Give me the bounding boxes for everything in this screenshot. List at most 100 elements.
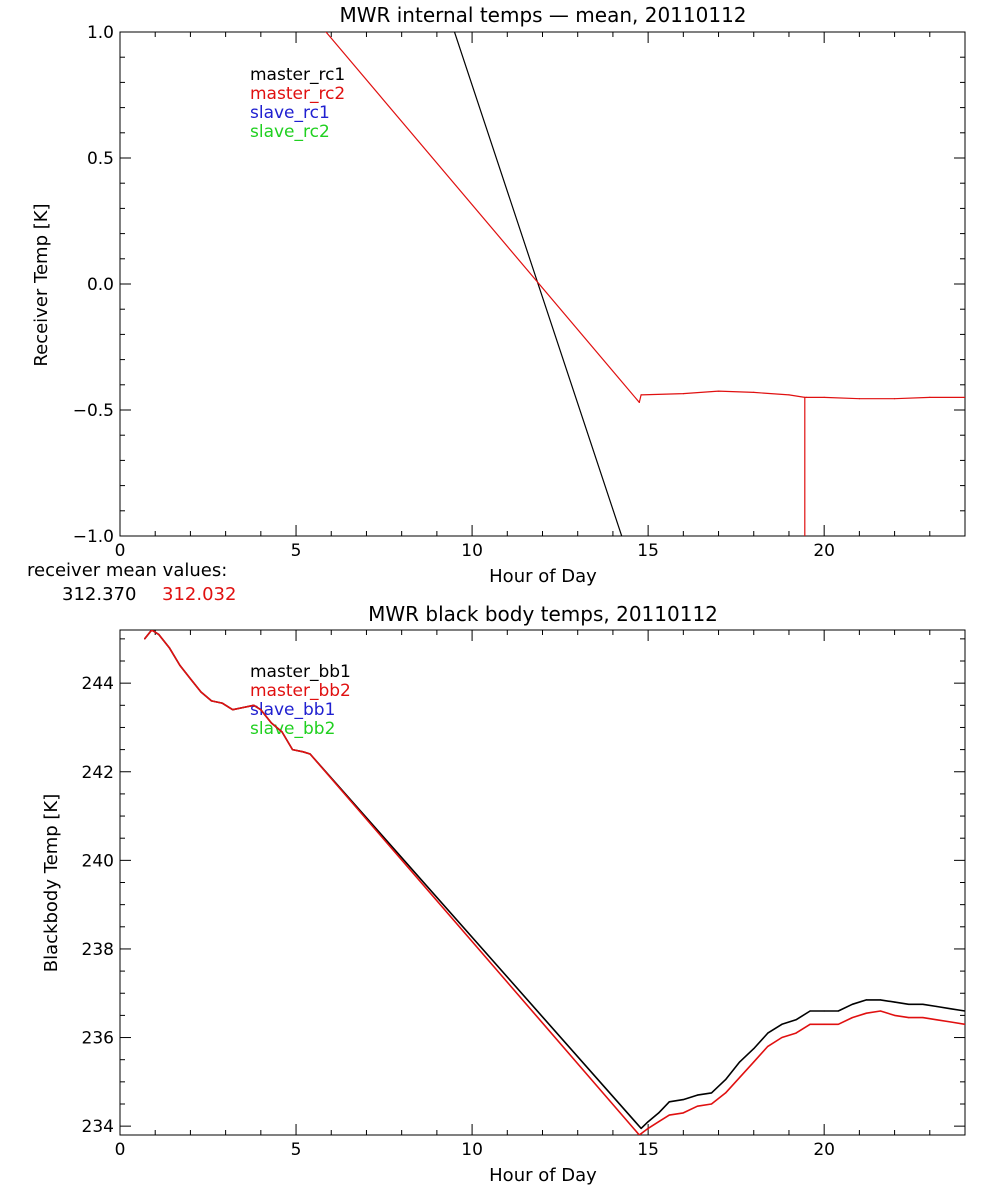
y-tick-label: 240 [82,851,114,871]
x-tick-label: 20 [813,1140,835,1160]
data-point-master-rc2 [325,32,327,33]
data-point-master-bb2 [809,1023,811,1025]
data-point-master-bb2 [767,1045,769,1048]
data-point-master-bb2 [964,1023,965,1025]
data-point-master-bb2 [158,633,160,636]
data-point-master-bb2 [270,722,272,724]
data-point-master-bb1 [739,1061,741,1063]
x-tick-label: 15 [637,1140,659,1160]
y-tick-label: 244 [82,674,114,694]
data-point-master-bb2 [253,704,255,706]
data-point-master-bb2 [302,751,304,753]
data-point-master-bb1 [823,1010,825,1012]
data-point-master-rc1 [621,535,623,536]
data-point-master-bb2 [710,1103,713,1105]
data-point-master-bb1 [682,1098,684,1101]
data-point-master-bb2 [696,1105,699,1107]
x-axis-label: Hour of Day [489,1165,597,1186]
data-point-master-bb2 [908,1017,910,1019]
data-point-master-rc2 [964,396,965,398]
data-point-master-bb1 [781,1023,783,1025]
data-point-master-bb1 [696,1094,699,1096]
receiver-mean-values: receiver mean values: 312.370 312.032 [27,560,236,605]
data-point-master-bb2 [879,1010,882,1012]
data-point-master-bb2 [823,1023,825,1025]
receiver-mean-value-1: 312.370 [62,584,136,605]
data-point-master-bb2 [189,678,192,680]
data-point-master-bb1 [865,999,868,1001]
data-point-master-rc2 [805,396,808,398]
legend-entry-master-bb2: master_bb2 [250,681,351,701]
data-point-master-bb2 [221,702,223,704]
legend-entry-slave-rc2: slave_rc2 [250,122,330,142]
data-point-master-bb1 [647,1121,649,1123]
x-tick-label: 15 [637,541,659,561]
data-point-master-rc1 [453,32,456,33]
y-axis-label: Blackbody Temp [K] [41,794,62,972]
data-point-master-bb2 [795,1032,797,1034]
x-tick-label: 20 [813,541,835,561]
data-point-master-bb1 [795,1019,797,1021]
data-point-master-bb2 [260,709,262,711]
data-point-master-bb1 [658,1112,660,1114]
data-point-master-bb1 [710,1092,713,1094]
data-point-master-bb2 [668,1114,670,1116]
data-point-master-bb2 [739,1076,741,1079]
blackbody-temp-chart: MWR black body temps, 20110112 Hour of D… [41,602,966,1186]
data-point-master-bb2 [781,1036,783,1039]
y-tick-label: 238 [82,940,114,960]
data-point-master-bb1 [908,1003,910,1005]
data-point-master-rc2 [640,394,642,396]
y-tick-label: 1.0 [87,23,114,43]
legend-entry-slave-bb2: slave_bb2 [250,719,335,739]
data-point-master-bb2 [210,700,213,702]
data-point-master-bb2 [936,1019,938,1021]
data-point-master-bb1 [893,1001,896,1003]
data-point-master-bb2 [151,630,153,631]
data-point-master-rc2 [823,396,825,398]
data-point-master-bb2 [291,749,294,751]
y-axis-label: Receiver Temp [K] [31,203,52,366]
data-point-master-bb2 [232,709,234,711]
y-tick-label: 234 [82,1117,114,1137]
y-tick-label: 0.5 [87,149,114,169]
data-point-master-bb2 [851,1017,853,1019]
legend-entry-master-rc2: master_rc2 [250,84,345,104]
data-point-master-bb2 [893,1014,896,1016]
data-point-master-bb1 [879,999,882,1001]
x-axis-label: Hour of Day [489,566,597,587]
x-tick-label: 0 [115,541,126,561]
series-line-master-rc1 [453,32,623,536]
data-point-master-bb2 [922,1017,924,1019]
data-point-master-bb2 [309,753,311,755]
data-point-master-bb2 [724,1092,727,1094]
x-tick-label: 5 [291,1140,302,1160]
legend-entry-master-bb1: master_bb1 [250,662,351,682]
data-point-master-bb2 [281,731,283,733]
data-point-master-bb1 [950,1008,952,1010]
data-point-master-bb1 [668,1101,670,1103]
legend-entry-slave-bb1: slave_bb1 [250,700,335,720]
y-tick-label: −0.5 [73,401,114,421]
data-point-master-bb1 [753,1048,755,1050]
legend-entry-slave-rc1: slave_rc1 [250,103,330,123]
x-tick-label: 0 [115,1140,126,1160]
data-point-master-rc2 [929,396,931,398]
data-point-master-bb2 [179,664,181,667]
chart-title: MWR internal temps — mean, 20110112 [339,3,746,27]
data-point-master-bb2 [168,647,170,649]
data-point-master-bb2 [753,1061,755,1063]
y-tick-label: 0.0 [87,275,114,295]
x-tick-label: 5 [291,541,302,561]
data-point-master-rc2 [753,391,755,393]
data-point-master-bb1 [851,1003,853,1005]
y-tick-label: −1.0 [73,527,114,547]
data-point-master-bb1 [936,1005,938,1008]
data-point-master-rc2 [682,393,684,395]
data-point-master-bb2 [242,706,244,709]
data-point-master-bb1 [640,1127,642,1129]
data-point-master-bb2 [950,1021,952,1023]
data-point-master-bb2 [638,1134,640,1135]
